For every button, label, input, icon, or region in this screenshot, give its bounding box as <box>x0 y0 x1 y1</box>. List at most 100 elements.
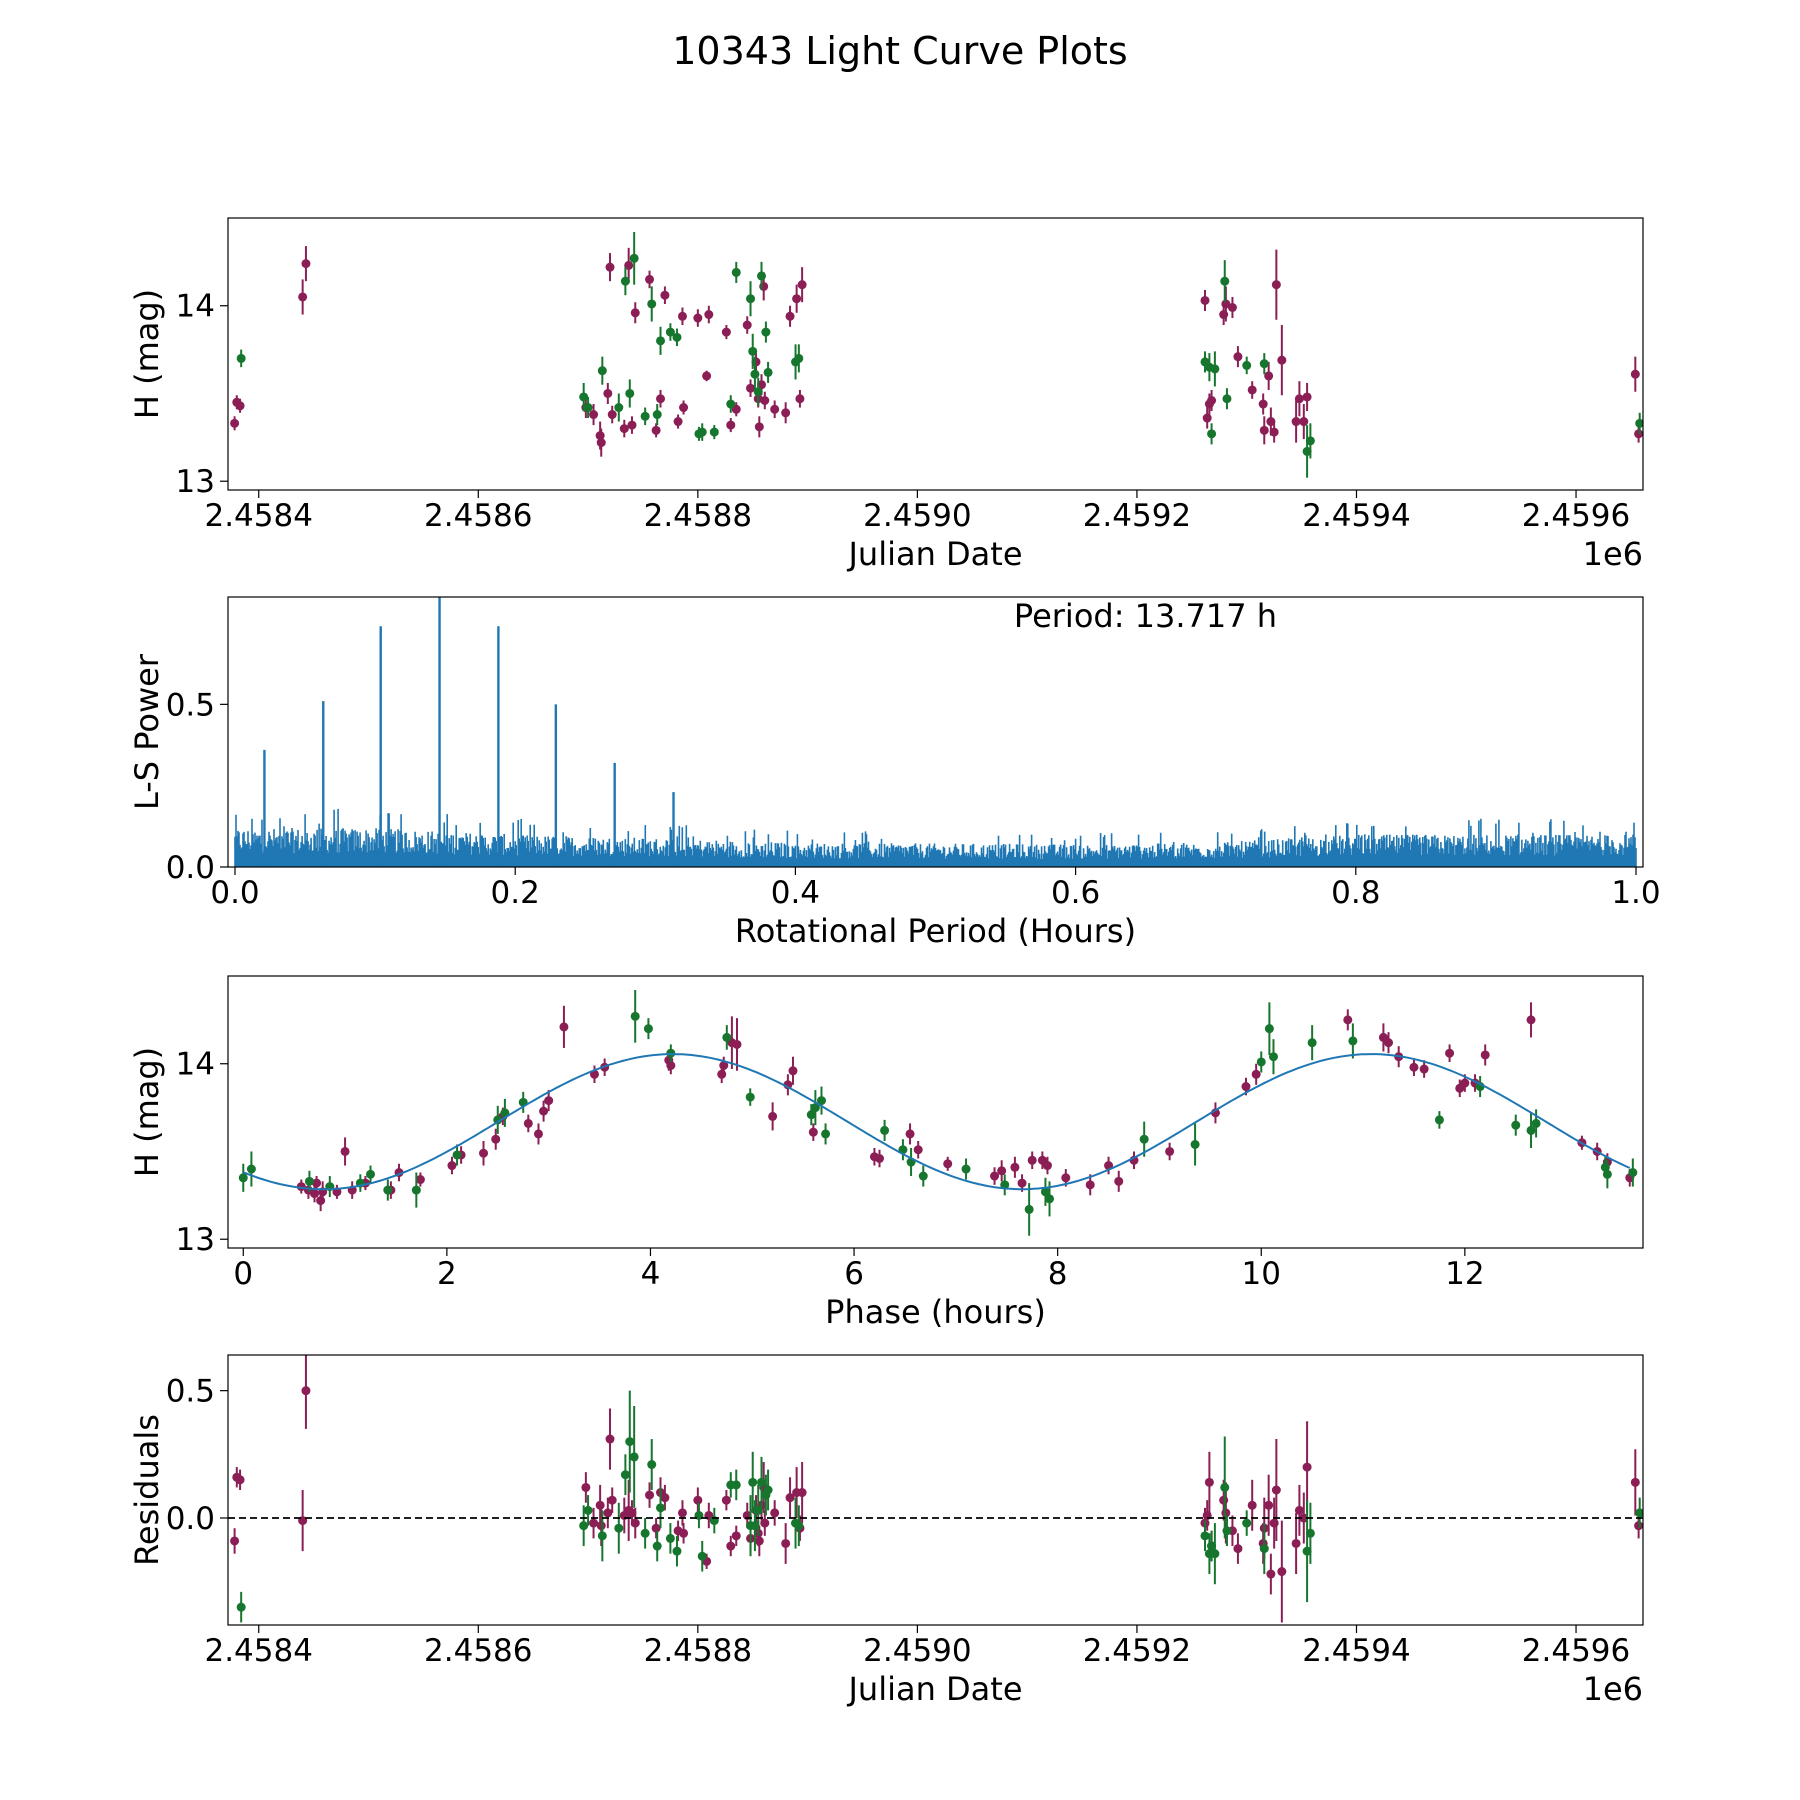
data-point-green <box>1302 1546 1312 1556</box>
data-point-green <box>1635 418 1643 428</box>
data-point-red <box>1299 417 1309 427</box>
data-point-red <box>539 1106 549 1116</box>
x-axis-label: Julian Date <box>846 1670 1022 1708</box>
data-point-red <box>1271 280 1281 290</box>
data-point-red <box>1480 1050 1490 1060</box>
data-layer <box>230 232 1643 478</box>
data-point-red <box>1241 1082 1251 1092</box>
data-point-red <box>581 1482 591 1492</box>
x-tick-label: 2.4586 <box>424 498 532 534</box>
data-point-green <box>794 353 804 363</box>
data-point-red <box>627 1508 637 1518</box>
data-point-red <box>781 1538 791 1548</box>
data-point-red <box>679 1528 689 1538</box>
data-point-red <box>627 420 637 430</box>
data-point-red <box>1114 1176 1124 1186</box>
data-point-green <box>1531 1118 1541 1128</box>
data-point-green <box>750 1521 760 1531</box>
data-point-green <box>304 1176 314 1186</box>
data-point-green <box>652 410 662 420</box>
data-point-red <box>1010 1162 1020 1172</box>
data-point-red <box>447 1161 457 1171</box>
periodogram-panel: Period: 13.717 h 0.0 0.2 0.4 0.6 0.8 1.0 0.0 0.5… <box>128 596 1661 950</box>
data-point-green <box>1434 1115 1444 1125</box>
data-point-red <box>1061 1173 1071 1183</box>
data-point-red <box>768 1111 778 1121</box>
data-point-green <box>672 1546 682 1556</box>
data-point-green <box>806 1110 816 1120</box>
data-point-red <box>1264 371 1274 381</box>
data-point-red <box>742 320 752 330</box>
data-point-green <box>1040 1187 1050 1197</box>
data-point-red <box>726 420 736 430</box>
data-point-red <box>316 1196 326 1206</box>
data-point-red <box>596 1521 606 1531</box>
data-point-green <box>625 1437 635 1447</box>
residuals-panel: 2.4584 2.4586 2.4588 2.4590 2.4592 2.4594 2.45… <box>128 1354 1644 1708</box>
data-point-red <box>340 1146 350 1156</box>
data-point-red <box>656 394 666 404</box>
period-annotation: Period: 13.717 h <box>1014 597 1277 635</box>
data-point-red <box>603 1508 613 1518</box>
x-tick-label: 0.2 <box>491 875 540 911</box>
data-point-green <box>746 294 756 304</box>
data-point-green <box>656 336 666 346</box>
data-point-red <box>301 259 311 269</box>
data-point-red <box>757 380 767 390</box>
data-point-red <box>1302 392 1312 402</box>
y-tick-label: 13 <box>176 1222 215 1258</box>
data-point-red <box>630 1518 640 1528</box>
data-point-green <box>1222 394 1232 404</box>
data-point-green <box>1259 359 1269 369</box>
data-point-red <box>595 1500 605 1510</box>
x-tick-label: 0.6 <box>1051 875 1100 911</box>
x-tick-label: 2.4588 <box>644 1633 752 1669</box>
y-tick-label: 14 <box>176 1047 215 1083</box>
x-tick-label: 1.0 <box>1611 875 1660 911</box>
data-point-green <box>246 1164 256 1174</box>
data-point-red <box>1251 1069 1261 1079</box>
data-point-green <box>1200 1531 1210 1541</box>
data-point-green <box>411 1185 421 1195</box>
data-point-red <box>1202 413 1212 423</box>
data-point-red <box>913 1145 923 1155</box>
data-point-red <box>721 1495 731 1505</box>
data-point-red <box>792 294 802 304</box>
data-point-red <box>785 311 795 321</box>
data-point-green <box>745 1092 755 1102</box>
x-tick-label: 4 <box>641 1256 661 1292</box>
data-point-red <box>559 1022 569 1032</box>
data-point-green <box>918 1171 928 1181</box>
data-point-red <box>990 1171 1000 1181</box>
data-point-red <box>630 308 640 318</box>
data-point-green <box>665 1533 675 1543</box>
data-point-green <box>1222 1526 1232 1536</box>
data-point-red <box>1227 302 1237 312</box>
data-point-green <box>697 1551 707 1561</box>
data-point-green <box>583 403 593 413</box>
data-point-red <box>1445 1048 1455 1058</box>
data-point-red <box>693 313 703 323</box>
x-tick-label: 8 <box>1048 1256 1068 1292</box>
data-point-red <box>1634 429 1643 439</box>
y-tick-label: 0.0 <box>166 850 215 886</box>
data-point-green <box>1000 1180 1010 1190</box>
data-point-red <box>660 290 670 300</box>
plot-frame <box>227 596 1644 868</box>
data-point-red <box>1204 1477 1214 1487</box>
y-tick-label: 0.0 <box>166 1501 215 1537</box>
data-point-green <box>1628 1168 1638 1178</box>
y-tick-label: 14 <box>176 289 215 325</box>
data-point-red <box>595 431 605 441</box>
data-point-red <box>1258 399 1268 409</box>
data-point-green <box>763 367 773 377</box>
data-point-green <box>665 327 675 337</box>
data-point-red <box>298 292 308 302</box>
data-point-red <box>754 422 764 432</box>
data-point-red <box>1526 1015 1536 1025</box>
data-point-green <box>1220 1482 1230 1492</box>
data-point-green <box>816 1096 826 1106</box>
data-point-red <box>746 383 756 393</box>
data-point-green <box>1242 360 1252 370</box>
data-point-red <box>721 327 731 337</box>
